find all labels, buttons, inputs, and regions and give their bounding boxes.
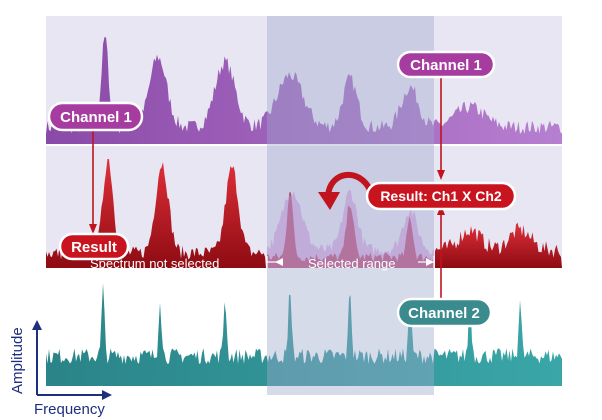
result-product-label: Result: Ch1 X Ch2 [380,188,502,204]
range-markers [266,256,435,268]
selected-range-label: Selected range [308,256,395,271]
result-product-pill: Result: Ch1 X Ch2 [365,181,517,211]
result-label: Result [71,239,117,256]
spectrum-not-selected-label: Spectrum not selected [90,256,219,271]
result-curved-arrow [325,171,373,197]
y-axis-label: Amplitude [9,327,26,394]
channel1-left-label: Channel 1 [60,109,132,126]
channel1-ghost-in-selection [267,189,434,268]
channel2-pill: Channel 2 [396,297,493,328]
axes [32,320,112,400]
channel1-right-label: Channel 1 [410,57,482,74]
result-pill: Result [58,232,130,261]
channel2-label: Channel 2 [408,305,480,322]
channel1-right-pill: Channel 1 [396,50,496,79]
channel2-spectrum [46,283,562,386]
x-axis-label: Frequency [34,401,105,418]
channel1-left-pill: Channel 1 [47,101,144,132]
result-curved-arrow-head [318,192,340,210]
connector-lines [89,76,445,300]
channel1-spectrum [46,37,562,144]
